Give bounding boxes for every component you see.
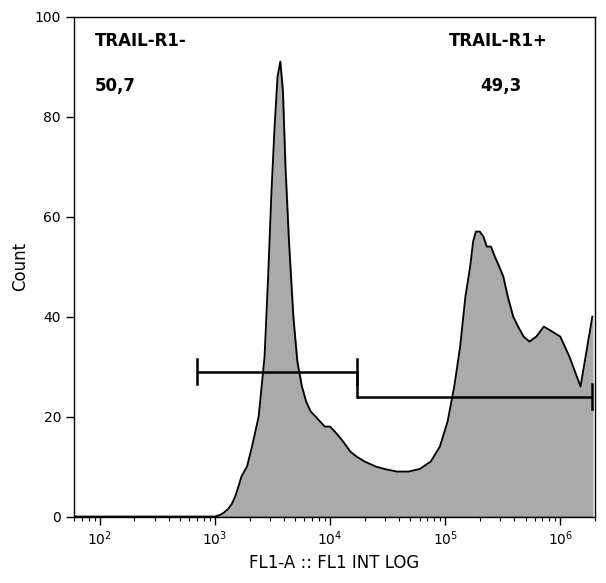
Y-axis label: Count: Count [11,242,29,291]
Text: 49,3: 49,3 [481,76,522,94]
X-axis label: FL1-A :: FL1 INT LOG: FL1-A :: FL1 INT LOG [250,554,420,572]
Text: 50,7: 50,7 [95,76,136,94]
Text: TRAIL-R1-: TRAIL-R1- [95,31,187,50]
Text: TRAIL-R1+: TRAIL-R1+ [449,31,548,50]
